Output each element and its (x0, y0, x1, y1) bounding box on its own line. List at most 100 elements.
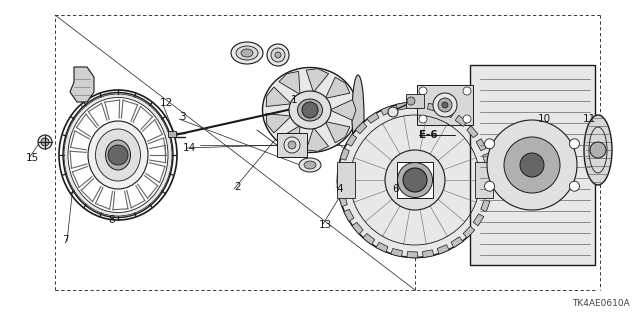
Ellipse shape (299, 158, 321, 172)
Ellipse shape (289, 91, 331, 129)
Polygon shape (355, 122, 367, 134)
Text: 10: 10 (538, 114, 551, 124)
Polygon shape (467, 126, 478, 138)
Polygon shape (367, 112, 379, 123)
Bar (277, 133, 307, 157)
Text: 3: 3 (179, 112, 186, 122)
Circle shape (419, 87, 427, 95)
Ellipse shape (442, 102, 448, 108)
Bar (406, 94, 424, 108)
Circle shape (407, 97, 415, 105)
Polygon shape (363, 234, 375, 245)
Ellipse shape (68, 98, 168, 212)
Ellipse shape (275, 52, 281, 58)
Text: 4: 4 (336, 184, 342, 194)
Polygon shape (476, 139, 486, 151)
Circle shape (570, 181, 579, 191)
Ellipse shape (241, 49, 253, 57)
Polygon shape (481, 200, 490, 212)
Polygon shape (337, 164, 344, 175)
Text: 13: 13 (319, 220, 332, 230)
Text: 1: 1 (291, 95, 298, 105)
Circle shape (590, 142, 606, 158)
Polygon shape (337, 180, 344, 191)
Polygon shape (306, 128, 328, 151)
Polygon shape (340, 148, 349, 160)
Circle shape (463, 115, 471, 123)
Polygon shape (473, 214, 484, 226)
Polygon shape (417, 85, 473, 125)
Polygon shape (266, 114, 291, 133)
Circle shape (419, 115, 427, 123)
Polygon shape (306, 68, 328, 92)
Polygon shape (437, 245, 449, 254)
Polygon shape (330, 100, 356, 120)
Polygon shape (451, 237, 463, 248)
Ellipse shape (298, 99, 323, 121)
Circle shape (108, 145, 128, 165)
Text: 14: 14 (183, 143, 196, 153)
Circle shape (570, 139, 579, 149)
Circle shape (284, 137, 300, 153)
Polygon shape (396, 102, 408, 110)
Circle shape (403, 168, 427, 192)
Polygon shape (381, 106, 393, 115)
Ellipse shape (63, 92, 173, 218)
Polygon shape (486, 169, 493, 180)
Text: 6: 6 (392, 184, 399, 194)
Ellipse shape (231, 42, 263, 64)
Circle shape (302, 102, 318, 118)
Ellipse shape (385, 150, 445, 210)
Circle shape (41, 138, 49, 146)
Circle shape (388, 107, 398, 117)
Polygon shape (463, 226, 475, 238)
Polygon shape (279, 71, 300, 94)
Polygon shape (325, 77, 350, 99)
Polygon shape (352, 222, 364, 234)
Polygon shape (376, 242, 388, 252)
Text: E-6: E-6 (419, 130, 438, 140)
Polygon shape (266, 87, 291, 107)
Ellipse shape (438, 98, 452, 112)
Polygon shape (428, 103, 439, 112)
Text: 15: 15 (26, 153, 39, 163)
Circle shape (504, 137, 560, 193)
Text: 12: 12 (160, 98, 173, 108)
Bar (475, 162, 493, 198)
Ellipse shape (95, 129, 141, 181)
Ellipse shape (236, 46, 258, 60)
Ellipse shape (397, 163, 433, 197)
Ellipse shape (88, 121, 148, 189)
Polygon shape (391, 248, 403, 257)
Polygon shape (344, 209, 354, 221)
Ellipse shape (262, 68, 358, 153)
Circle shape (487, 120, 577, 210)
Circle shape (38, 135, 52, 149)
Polygon shape (412, 102, 423, 108)
Ellipse shape (584, 115, 612, 185)
Bar (397, 162, 433, 198)
Ellipse shape (267, 44, 289, 66)
Polygon shape (485, 185, 493, 196)
Text: TK4AE0610A: TK4AE0610A (572, 299, 630, 308)
Bar (168, 131, 176, 137)
Polygon shape (442, 108, 454, 118)
Polygon shape (346, 134, 356, 146)
Polygon shape (455, 115, 467, 126)
Bar (470, 65, 595, 265)
Bar (337, 162, 355, 198)
Circle shape (484, 139, 495, 149)
Polygon shape (407, 252, 418, 258)
Ellipse shape (304, 161, 316, 169)
Polygon shape (339, 195, 348, 207)
Polygon shape (279, 125, 300, 148)
Polygon shape (483, 153, 492, 165)
Ellipse shape (271, 48, 285, 62)
Polygon shape (422, 250, 434, 258)
Text: 8: 8 (108, 215, 115, 225)
Circle shape (463, 87, 471, 95)
Text: 7: 7 (62, 235, 68, 245)
Polygon shape (70, 67, 94, 102)
Polygon shape (325, 122, 350, 143)
Text: 11: 11 (583, 114, 596, 124)
